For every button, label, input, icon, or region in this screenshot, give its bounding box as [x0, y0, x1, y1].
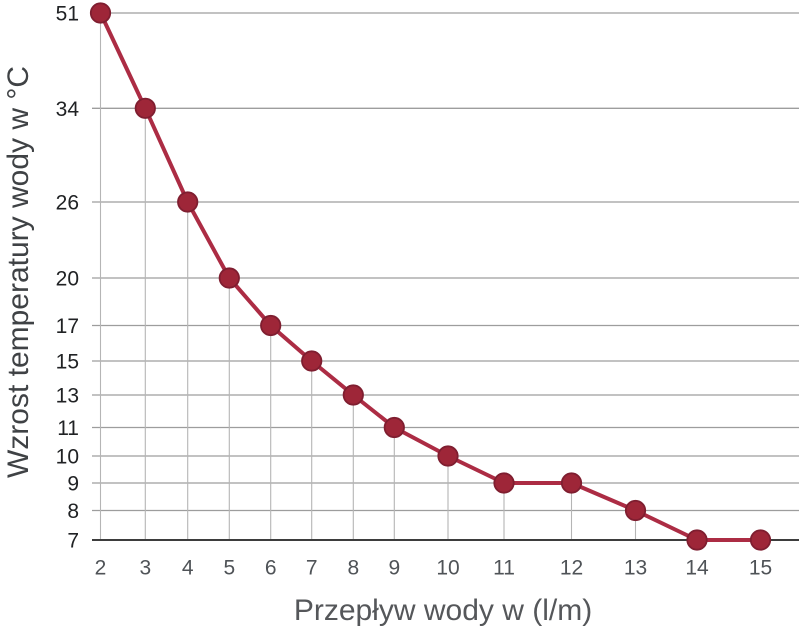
y-tick-label: 51 — [56, 3, 79, 26]
x-tick-label: 4 — [182, 557, 194, 580]
x-tick-label: 12 — [560, 557, 583, 580]
x-tick-label: 11 — [493, 557, 515, 580]
data-point — [260, 314, 282, 337]
y-tick-label: 17 — [56, 315, 79, 338]
data-point — [89, 2, 112, 24]
data-point — [624, 499, 647, 522]
x-axis-title: Przepływ wody w (l/m) — [293, 594, 593, 627]
y-axis-title: Wzrost temperatury wody w °C — [2, 65, 35, 479]
x-tick-label: 2 — [95, 557, 107, 580]
x-tick-label: 9 — [388, 557, 400, 580]
y-tick-label: 11 — [57, 417, 79, 440]
y-tick-label: 9 — [67, 473, 79, 496]
x-tick-label: 14 — [685, 557, 709, 580]
data-point — [218, 267, 240, 289]
y-tick-label: 26 — [56, 192, 79, 215]
y-tick-label: 15 — [56, 351, 79, 374]
data-point — [749, 529, 772, 551]
data-point — [493, 472, 515, 494]
y-tick-label: 7 — [67, 530, 79, 553]
y-tick-label: 8 — [67, 500, 79, 523]
data-point — [560, 472, 583, 494]
y-tick-label: 20 — [56, 268, 79, 291]
x-tick-label: 10 — [436, 557, 459, 580]
data-point — [342, 384, 364, 406]
y-tick-label: 10 — [56, 446, 79, 469]
x-tick-label: 7 — [306, 557, 318, 580]
y-tick-label: 13 — [56, 385, 79, 408]
x-tick-label: 5 — [223, 557, 235, 580]
data-point — [134, 97, 156, 119]
x-tick-label: 6 — [265, 557, 277, 580]
x-tick-label: 3 — [139, 557, 151, 580]
x-tick-label: 15 — [749, 557, 772, 580]
data-point — [437, 445, 459, 467]
y-tick-label: 34 — [56, 98, 80, 121]
data-point — [383, 416, 405, 439]
series-line — [98, 11, 763, 542]
x-tick-label: 13 — [624, 557, 647, 580]
x-tick-label: 8 — [347, 557, 359, 580]
data-point — [177, 191, 199, 213]
data-point — [301, 350, 323, 372]
data-point — [686, 529, 708, 551]
